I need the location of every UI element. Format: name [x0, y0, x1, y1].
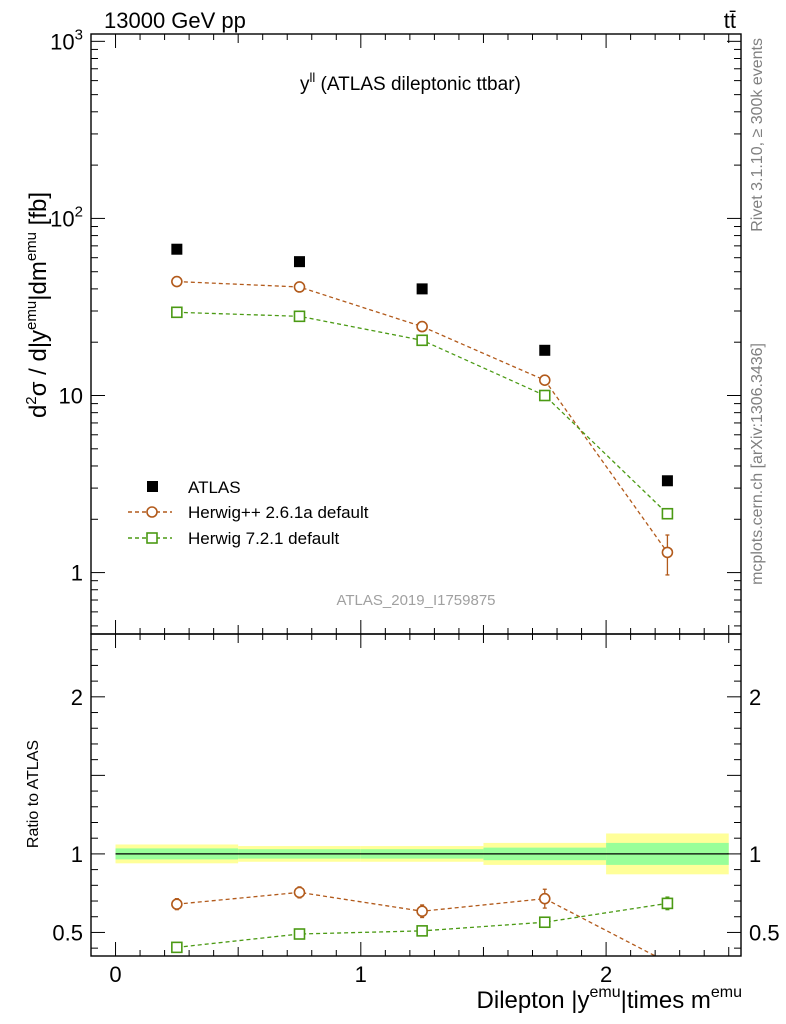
data-point	[539, 344, 551, 356]
main-plot-series	[171, 243, 674, 576]
rivet-label: Rivet 3.1.10, ≥ 300k events	[749, 38, 766, 232]
axes: 0 1 2 1 10 102 103 0.5 0.5 1 1 2 2	[50, 26, 779, 987]
ratio-data-point	[171, 898, 183, 910]
xlabel: Dilepton |yemu|times memu	[477, 984, 742, 1014]
y-tick-label: 10	[59, 384, 83, 409]
x-tick-label: 2	[600, 962, 612, 987]
legend-marker-herwig7	[146, 532, 158, 544]
ratio-uncertainty-bands	[115, 833, 729, 875]
data-point	[171, 306, 183, 319]
legend: ATLAS Herwig++ 2.6.1a default Herwig 7.2…	[128, 478, 369, 548]
analysis-watermark: ATLAS_2019_I1759875	[336, 592, 495, 609]
ratio-data-point	[416, 905, 428, 918]
ratio-y-tick-label-right: 2	[749, 685, 761, 710]
legend-marker-herwigpp	[146, 506, 158, 518]
ratio-y-tick-label-left: 1	[71, 842, 83, 867]
ratio-data-point	[662, 957, 672, 967]
data-point	[538, 374, 551, 387]
data-point	[661, 475, 673, 487]
y-tick-label: 1	[71, 561, 83, 586]
ratio-data-point	[171, 941, 183, 954]
legend-label-herwig7: Herwig 7.2.1 default	[188, 529, 339, 548]
data-point	[416, 320, 428, 333]
data-point	[416, 334, 428, 347]
ratio-data-point	[661, 897, 674, 910]
data-point	[538, 389, 551, 402]
legend-marker-atlas	[147, 481, 158, 492]
data-point	[171, 275, 183, 288]
ratio-y-tick-label-right: 0.5	[749, 920, 780, 945]
mcplots-label: mcplots.cern.ch [arXiv:1306.3436]	[749, 343, 766, 585]
ratio-y-tick-label-left: 0.5	[52, 920, 83, 945]
x-tick-label: 1	[355, 962, 367, 987]
ratio-frame	[90, 633, 742, 957]
legend-label-atlas: ATLAS	[188, 478, 241, 497]
data-point	[293, 281, 306, 293]
y-tick-label: 103	[50, 26, 83, 54]
ratio-y-tick-label-left: 2	[71, 685, 83, 710]
data-point	[661, 546, 674, 559]
ratio-plot-series	[171, 886, 674, 967]
main-ylabel: d2σ / d|yemu|dmemu [fb]	[23, 192, 52, 418]
data-point	[416, 283, 428, 295]
main-title: yll (ATLAS dileptonic ttbar)	[300, 70, 521, 95]
energy-label: 13000 GeV pp	[104, 8, 246, 33]
data-point	[293, 256, 305, 268]
ratio-data-point	[293, 928, 306, 940]
ratio-data-point	[293, 886, 306, 899]
y-tick-label: 102	[50, 203, 83, 231]
legend-label-herwigpp: Herwig++ 2.6.1a default	[188, 503, 369, 522]
data-point	[661, 507, 674, 520]
data-point	[171, 243, 183, 255]
x-tick-label: 0	[109, 962, 121, 987]
series-line	[176, 280, 668, 553]
ratio-data-point	[538, 916, 551, 929]
process-label: tt̄	[724, 8, 736, 33]
data-point	[293, 310, 306, 323]
ratio-ylabel: Ratio to ATLAS	[25, 740, 42, 848]
ratio-y-tick-label-right: 1	[749, 842, 761, 867]
ratio-data-point	[416, 925, 428, 937]
ratio-data-point	[538, 892, 551, 905]
